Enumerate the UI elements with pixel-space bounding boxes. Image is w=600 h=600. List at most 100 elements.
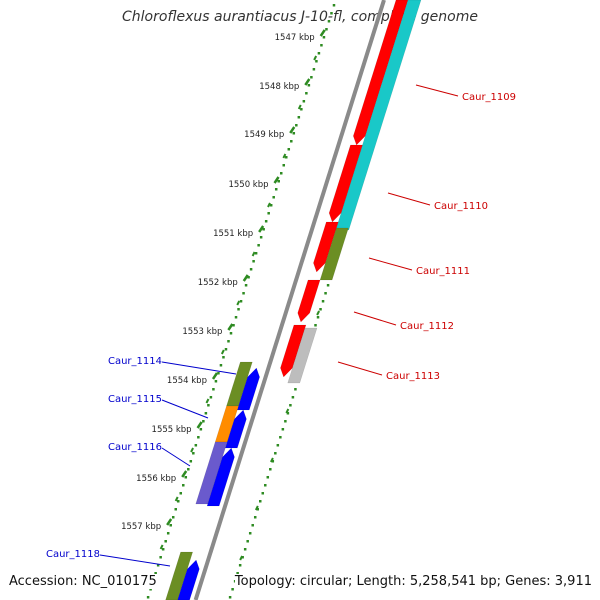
gene-red-forward: [313, 221, 339, 273]
tick-dot: [297, 116, 301, 119]
major-tick: [242, 274, 249, 282]
tick-dot: [222, 356, 225, 359]
callout-line: [161, 361, 237, 375]
tick-dot: [332, 4, 336, 7]
tick-dot: [149, 588, 152, 591]
tick-dot: [236, 572, 239, 575]
scale-labels: 1547 kbp 1548 kbp 1549 kbp 1550 kbp 1551 kbp…: [121, 33, 315, 532]
tick-dot: [146, 596, 150, 599]
tick-dot: [187, 468, 190, 471]
tick-dot: [279, 436, 282, 439]
major-tick: [273, 176, 280, 184]
gene-label-reverse: Caur_1115: [108, 394, 162, 405]
tick-dot: [159, 556, 162, 559]
minor-tick: [236, 300, 241, 306]
callout-line: [368, 257, 413, 271]
tick-dot: [262, 228, 265, 231]
tick-dot: [269, 468, 272, 471]
tick-dot: [242, 292, 245, 295]
tick-dot: [248, 532, 252, 535]
tick-dot: [292, 132, 296, 135]
tick-dot: [166, 532, 170, 535]
tick-dot: [234, 316, 238, 319]
gene-label-forward: Caur_1111: [416, 266, 470, 277]
tick-dot: [252, 260, 255, 263]
scale-label: 1547 kbp: [275, 33, 315, 43]
tick-dot: [291, 396, 295, 399]
callout-line: [415, 84, 459, 97]
tick-dot: [320, 44, 323, 47]
callout-line: [387, 192, 431, 206]
tick-dot: [194, 444, 198, 447]
tick-dot: [207, 404, 210, 407]
major-tick: [196, 421, 203, 429]
tick-dot: [246, 540, 249, 543]
gene-label-reverse: Caur_1114: [108, 356, 162, 367]
minor-tick: [174, 496, 179, 502]
tick-dot: [302, 100, 306, 103]
scale-label: 1551 kbp: [213, 229, 253, 239]
scale-label: 1555 kbp: [152, 425, 192, 435]
callout-line: [99, 554, 171, 567]
tick-dot: [261, 492, 265, 495]
tick-dot: [214, 380, 218, 383]
tick-dot: [264, 484, 267, 487]
gene-label-reverse: Caur_1116: [108, 442, 162, 453]
gene-features: [165, 0, 422, 600]
tick-dot: [287, 148, 291, 151]
tick-dot: [238, 564, 242, 567]
scale-label: 1550 kbp: [228, 180, 268, 190]
tick-dot: [264, 220, 268, 223]
gene-red-forward: [297, 279, 321, 323]
scale-label: 1552 kbp: [198, 278, 238, 288]
tick-dot: [257, 244, 260, 247]
minor-tick: [282, 153, 287, 159]
tick-dot: [282, 164, 286, 167]
gene-blue-reverse: [206, 447, 235, 507]
tick-dot: [324, 292, 327, 295]
minor-tick: [159, 544, 164, 550]
gene-label-forward: Caur_1109: [462, 92, 516, 103]
scale-label: 1549 kbp: [244, 130, 284, 140]
tick-dot: [266, 476, 270, 479]
tick-dot: [202, 420, 205, 423]
gene-gray-forward: [287, 327, 318, 384]
tick-dot: [290, 140, 293, 143]
major-tick: [304, 78, 311, 86]
gene-red-forward: [353, 0, 409, 146]
scale-label: 1557 kbp: [121, 522, 161, 532]
tick-dot: [174, 508, 177, 511]
tick-dot: [281, 428, 285, 431]
scale-label: 1554 kbp: [167, 376, 207, 386]
minor-tick: [205, 398, 210, 404]
tick-dot: [204, 412, 208, 415]
major-tick: [289, 126, 296, 134]
tick-dot: [274, 188, 278, 191]
tick-dot: [156, 564, 160, 567]
tick-dot: [192, 452, 195, 455]
tick-dot: [326, 284, 330, 287]
tick-dot: [269, 204, 273, 207]
tick-dot: [227, 340, 230, 343]
tick-dot: [267, 212, 270, 215]
minor-tick: [239, 555, 244, 561]
tick-dot: [219, 364, 223, 367]
scale-label: 1556 kbp: [136, 474, 176, 484]
tick-dot: [251, 524, 254, 527]
tick-dot: [314, 324, 317, 327]
tick-dot: [295, 124, 298, 127]
minor-tick: [270, 457, 274, 463]
tick-dot: [321, 300, 325, 303]
major-tick: [258, 225, 265, 233]
tick-dot: [294, 388, 297, 391]
tick-dot: [316, 316, 320, 319]
tick-dot: [217, 372, 220, 375]
major-tick: [181, 470, 188, 478]
map-title: Chloroflexus aurantiacus J-10-fl, comple…: [122, 9, 478, 25]
tick-dot: [317, 52, 321, 55]
tick-dot: [212, 388, 215, 391]
tick-dot: [285, 156, 288, 159]
topology-text: Topology: circular; Length: 5,258,541 bp…: [234, 574, 592, 589]
tick-dot: [228, 596, 232, 599]
